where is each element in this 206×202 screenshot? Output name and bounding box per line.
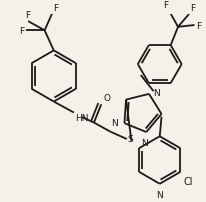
Text: F: F	[53, 4, 58, 13]
Text: O: O	[103, 94, 110, 103]
Text: F: F	[195, 21, 200, 30]
Text: S: S	[127, 134, 133, 143]
Text: F: F	[19, 27, 24, 36]
Text: Cl: Cl	[183, 176, 193, 186]
Text: F: F	[162, 1, 167, 9]
Text: F: F	[189, 4, 194, 13]
Text: HN: HN	[74, 114, 88, 123]
Text: F: F	[26, 11, 31, 20]
Text: N: N	[156, 190, 162, 199]
Text: N: N	[111, 118, 117, 127]
Text: N: N	[140, 139, 147, 148]
Text: N: N	[153, 88, 159, 97]
